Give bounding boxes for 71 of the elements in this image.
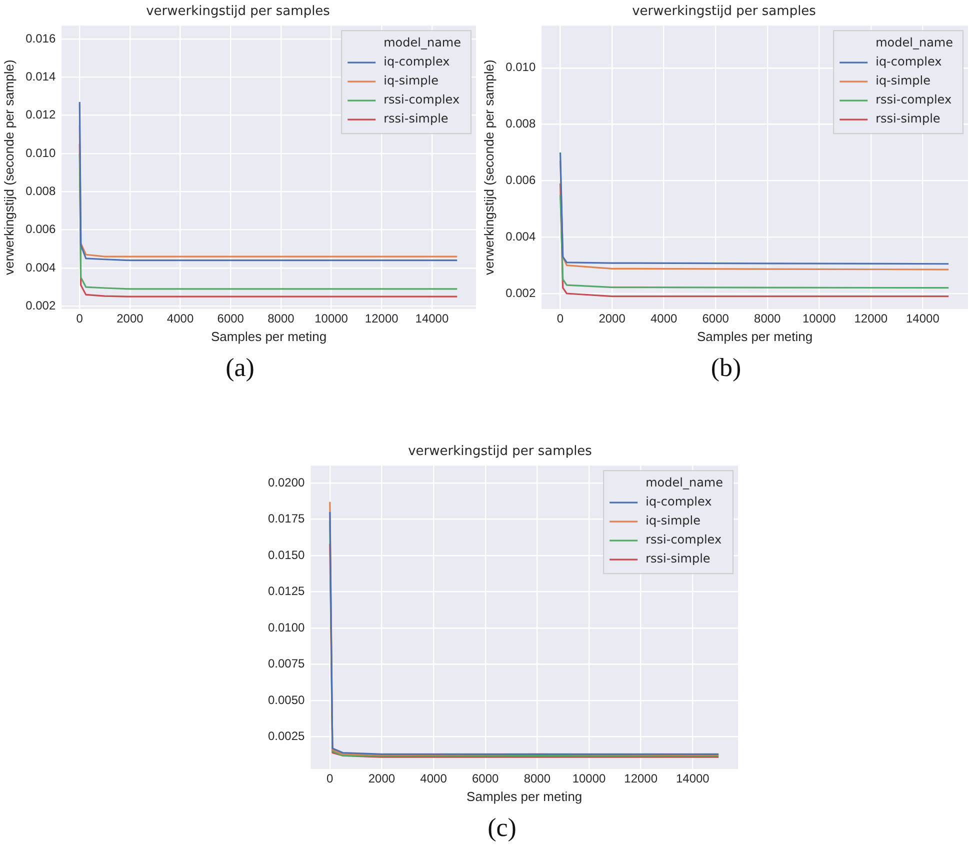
x-tick-label: 4000 <box>420 772 448 786</box>
y-tick-label: 0.006 <box>506 173 536 188</box>
y-tick-label: 0.0100 <box>268 620 306 634</box>
x-tick-label: 0 <box>556 312 564 326</box>
y-axis-title: verwerkingstijd (seconde per sample) <box>1 60 16 275</box>
y-tick-label: 0.0175 <box>268 512 306 526</box>
y-axis-title: verwerkingstijd (seconde per sample) <box>481 60 496 275</box>
x-tick-label: 0 <box>326 772 334 786</box>
legend-label: rssi-simple <box>876 112 940 126</box>
y-tick-label: 0.002 <box>26 298 56 312</box>
x-tick-label: 6000 <box>702 312 730 326</box>
x-tick-label: 8000 <box>524 772 551 786</box>
legend-title: model_name <box>384 36 462 50</box>
y-tick-label: 0.0050 <box>268 692 306 707</box>
x-tick-label: 12000 <box>364 312 399 326</box>
x-tick-label: 10000 <box>314 312 348 326</box>
legend-label: rssi-simple <box>646 552 710 566</box>
y-tick-label: 0.008 <box>506 116 536 131</box>
x-tick-label: 12000 <box>624 772 658 786</box>
y-tick-label: 0.0025 <box>268 729 306 744</box>
x-axis-title: Samples per meting <box>211 328 327 344</box>
text: (a) <box>224 353 256 383</box>
y-tick-label: 0.010 <box>506 60 536 74</box>
y-tick-label: 0.006 <box>26 222 56 236</box>
legend-label: rssi-complex <box>646 532 722 547</box>
x-tick-label: 4000 <box>650 312 678 326</box>
x-tick-label: 2000 <box>598 312 626 326</box>
x-tick-label: 2000 <box>116 312 144 326</box>
y-tick-label: 0.014 <box>26 69 56 84</box>
y-tick-label: 0.008 <box>26 184 56 198</box>
x-tick-label: 4000 <box>166 312 194 326</box>
text: (b) <box>710 353 742 383</box>
x-tick-label: 6000 <box>472 772 500 786</box>
legend-label: iq-simple <box>876 74 930 88</box>
x-tick-label: 8000 <box>268 312 295 326</box>
y-tick-label: 0.004 <box>26 260 56 274</box>
legend-label: rssi-complex <box>384 92 460 107</box>
y-tick-label: 0.012 <box>26 108 56 122</box>
y-tick-label: 0.0075 <box>268 656 306 671</box>
x-tick-label: 0 <box>76 312 84 326</box>
x-tick-label: 14000 <box>676 772 710 786</box>
legend-title: model_name <box>876 36 954 50</box>
x-tick-label: 14000 <box>415 312 449 326</box>
legend-label: iq-complex <box>646 494 712 509</box>
legend-title: model_name <box>646 476 724 490</box>
x-tick-label: 14000 <box>906 312 940 326</box>
x-axis-title: Samples per meting <box>466 788 582 804</box>
legend-label: rssi-simple <box>384 112 448 126</box>
chart-title: verwerkingstijd per samples <box>632 4 816 20</box>
y-tick-label: 0.004 <box>506 229 536 244</box>
x-tick-label: 2000 <box>368 772 396 786</box>
legend-label: rssi-complex <box>876 92 952 107</box>
x-axis-title: Samples per meting <box>697 328 813 344</box>
y-tick-label: 0.0125 <box>268 584 306 598</box>
y-tick-label: 0.0150 <box>268 548 306 562</box>
x-tick-label: 10000 <box>802 312 836 326</box>
legend-label: iq-complex <box>876 54 942 69</box>
chart-title: verwerkingstijd per samples <box>408 444 592 460</box>
chart-title: verwerkingstijd per samples <box>146 4 330 20</box>
x-tick-label: 10000 <box>572 772 606 786</box>
y-tick-label: 0.0200 <box>268 475 306 490</box>
x-tick-label: 6000 <box>217 312 244 326</box>
text: (c) <box>486 813 518 843</box>
x-tick-label: 8000 <box>754 312 782 326</box>
legend-label: iq-simple <box>646 514 700 528</box>
y-tick-label: 0.016 <box>26 31 56 46</box>
legend-label: iq-simple <box>384 74 438 88</box>
x-tick-label: 12000 <box>854 312 888 326</box>
y-tick-label: 0.002 <box>506 286 536 300</box>
legend-label: iq-complex <box>384 54 450 69</box>
y-tick-label: 0.010 <box>26 146 56 160</box>
